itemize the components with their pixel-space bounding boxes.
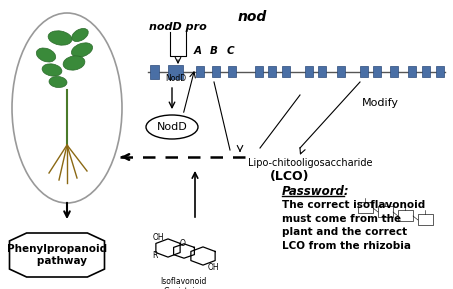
Text: B: B — [210, 46, 218, 56]
Text: C: C — [226, 46, 234, 56]
Ellipse shape — [72, 28, 88, 42]
Text: nod: nod — [237, 10, 267, 24]
Bar — [398, 210, 413, 221]
Ellipse shape — [36, 48, 56, 62]
Bar — [305, 66, 313, 77]
Text: NodD: NodD — [165, 74, 187, 83]
Bar — [390, 66, 398, 77]
Text: Isoflavonoid
Genistein,
Daidzein: Isoflavonoid Genistein, Daidzein — [160, 277, 206, 289]
Bar — [418, 214, 433, 225]
Ellipse shape — [146, 115, 198, 139]
Text: NodD: NodD — [157, 122, 188, 132]
Bar — [318, 66, 326, 77]
Bar — [360, 66, 368, 77]
Text: OH: OH — [152, 232, 164, 242]
Bar — [268, 66, 276, 77]
Ellipse shape — [12, 13, 122, 203]
Bar — [168, 65, 183, 79]
Bar — [282, 66, 290, 77]
Text: The correct isoflavonoid
must come from the
plant and the correct
LCO from the r: The correct isoflavonoid must come from … — [282, 200, 425, 251]
Text: A: A — [194, 46, 202, 56]
Text: Modify: Modify — [362, 98, 399, 108]
Ellipse shape — [49, 77, 67, 88]
Bar — [337, 66, 345, 77]
Bar — [228, 66, 236, 77]
Text: O: O — [180, 238, 186, 247]
Text: Password:: Password: — [282, 185, 350, 198]
Bar — [378, 206, 393, 217]
Polygon shape — [10, 233, 105, 277]
Bar — [436, 66, 444, 77]
Text: R: R — [152, 251, 158, 260]
Ellipse shape — [48, 31, 72, 45]
Bar — [373, 66, 381, 77]
Text: nodD pro: nodD pro — [149, 22, 207, 32]
Bar — [255, 66, 263, 77]
Bar — [422, 66, 430, 77]
Bar — [196, 66, 204, 77]
Bar — [150, 65, 159, 79]
Ellipse shape — [42, 64, 62, 76]
Bar — [408, 66, 416, 77]
Bar — [212, 66, 220, 77]
Text: OH: OH — [207, 264, 219, 273]
Ellipse shape — [63, 56, 85, 70]
Text: (LCO): (LCO) — [270, 170, 309, 183]
Ellipse shape — [72, 43, 92, 57]
Text: Lipo-chitooligosaccharide: Lipo-chitooligosaccharide — [248, 158, 372, 168]
Bar — [358, 202, 373, 213]
Text: Phenylpropanoid
   pathway: Phenylpropanoid pathway — [7, 244, 107, 266]
